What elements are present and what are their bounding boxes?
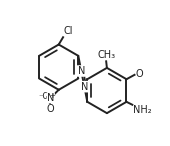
Text: ⁻O: ⁻O [39,92,50,101]
Text: +: + [49,93,55,99]
Text: O: O [46,104,54,114]
Text: N: N [78,66,85,76]
Text: O: O [135,69,143,79]
Text: Cl: Cl [64,26,73,36]
Text: NH₂: NH₂ [133,106,152,115]
Text: N: N [81,82,88,92]
Text: CH₃: CH₃ [97,50,115,60]
Text: N: N [47,93,54,103]
